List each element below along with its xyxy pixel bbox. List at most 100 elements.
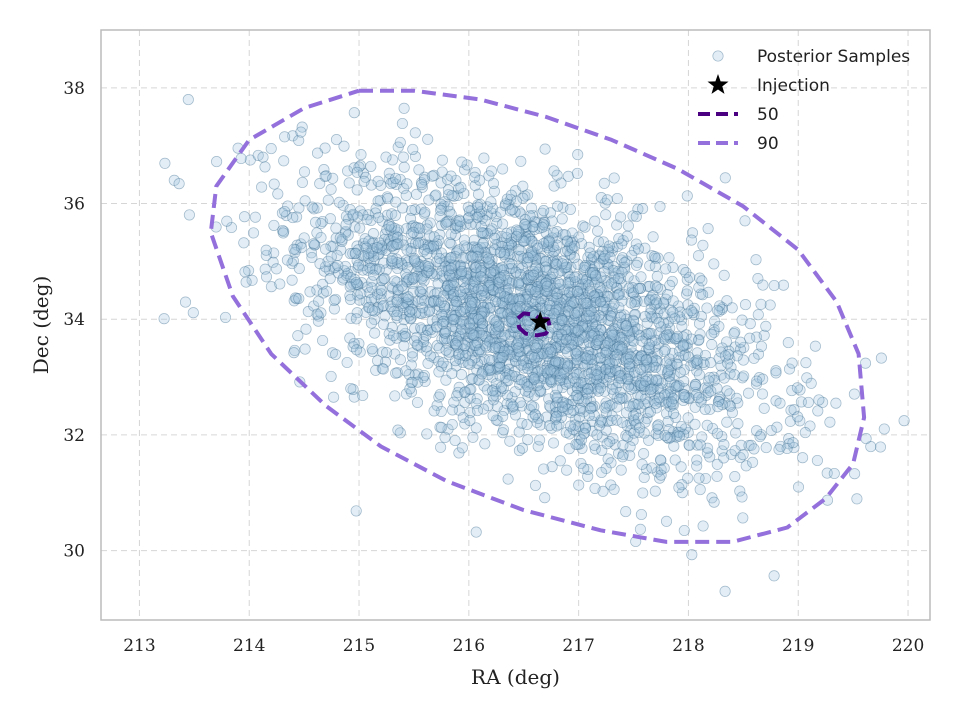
sample-point	[701, 447, 713, 459]
sample-point	[240, 276, 252, 288]
sample-point	[673, 430, 685, 442]
sample-point	[598, 331, 610, 343]
sample-point	[345, 278, 357, 290]
sample-point	[398, 183, 410, 195]
sample-point	[618, 288, 630, 300]
sample-point	[573, 315, 585, 327]
sample-point	[467, 295, 479, 307]
sample-point	[447, 313, 459, 326]
sample-point	[366, 343, 378, 355]
sample-point	[496, 331, 508, 343]
sample-point	[608, 347, 620, 359]
sample-point	[556, 382, 569, 394]
sample-point	[681, 285, 693, 297]
sample-point	[539, 143, 551, 155]
sample-point	[371, 242, 383, 254]
sample-point	[404, 305, 416, 318]
sample-point	[604, 435, 616, 448]
sample-point	[451, 339, 463, 351]
sample-point	[643, 328, 656, 340]
sample-point	[319, 142, 331, 154]
sample-point	[425, 286, 437, 298]
sample-point	[520, 293, 532, 305]
sample-point	[692, 250, 705, 262]
sample-point	[491, 277, 503, 289]
sample-point	[787, 437, 799, 449]
sample-point	[478, 152, 490, 164]
sample-point	[509, 409, 522, 421]
sample-point	[313, 295, 325, 307]
sample-point	[550, 407, 562, 419]
sample-point	[304, 286, 316, 298]
sample-point	[468, 329, 480, 341]
sample-point	[615, 254, 628, 266]
sample-point	[513, 279, 525, 291]
sample-point	[636, 458, 648, 470]
sample-point	[691, 365, 703, 377]
sample-point	[644, 406, 656, 418]
sample-point	[637, 487, 649, 499]
sample-point	[621, 230, 633, 242]
sample-point	[739, 215, 751, 227]
sample-point	[651, 297, 663, 309]
sample-point	[601, 303, 614, 315]
sample-point	[187, 307, 199, 319]
sample-point	[569, 413, 581, 425]
sample-point	[635, 271, 647, 283]
sample-point	[718, 439, 730, 451]
sample-point	[463, 331, 475, 343]
sample-point	[739, 299, 752, 311]
sample-point	[579, 221, 591, 233]
sample-point	[436, 166, 448, 178]
sample-point	[490, 291, 502, 303]
sample-point	[565, 287, 578, 299]
sample-point	[538, 216, 550, 228]
sample-point	[489, 229, 501, 241]
sample-point	[525, 249, 537, 262]
sample-point	[268, 178, 280, 190]
sample-point	[476, 324, 488, 336]
sample-point	[221, 215, 233, 227]
sample-point	[630, 370, 642, 382]
sample-point	[374, 243, 386, 255]
sample-point	[510, 266, 522, 278]
sample-point	[309, 239, 321, 251]
sample-point	[366, 238, 378, 250]
sample-point	[750, 378, 763, 390]
sample-point	[658, 298, 670, 310]
sample-point	[596, 466, 608, 479]
sample-point	[363, 301, 376, 313]
sample-point	[649, 251, 661, 263]
sample-point	[335, 244, 347, 256]
sample-point	[495, 246, 507, 259]
sample-point	[595, 296, 607, 308]
sample-point	[479, 286, 491, 298]
sample-point	[583, 287, 595, 299]
sample-point	[706, 338, 718, 351]
sample-point	[736, 491, 748, 503]
sample-point	[630, 211, 642, 223]
sample-point	[804, 420, 816, 432]
sample-point	[414, 261, 426, 273]
sample-point	[591, 375, 603, 387]
sample-point	[343, 177, 355, 189]
sample-point	[390, 172, 402, 184]
sample-point	[551, 342, 563, 354]
sample-point	[605, 278, 617, 290]
sample-point	[439, 256, 451, 268]
sample-point	[587, 379, 599, 391]
sample-point	[496, 230, 508, 242]
sample-point	[640, 344, 652, 357]
sample-point	[504, 251, 516, 263]
sample-point	[632, 282, 644, 295]
sample-point	[625, 358, 637, 370]
sample-point	[645, 327, 657, 339]
sample-point	[510, 195, 522, 207]
sample-point	[577, 297, 589, 309]
sample-point	[571, 286, 583, 298]
sample-point	[728, 327, 740, 340]
sample-point	[694, 328, 706, 340]
sample-point	[615, 211, 627, 223]
sample-point	[372, 175, 384, 187]
